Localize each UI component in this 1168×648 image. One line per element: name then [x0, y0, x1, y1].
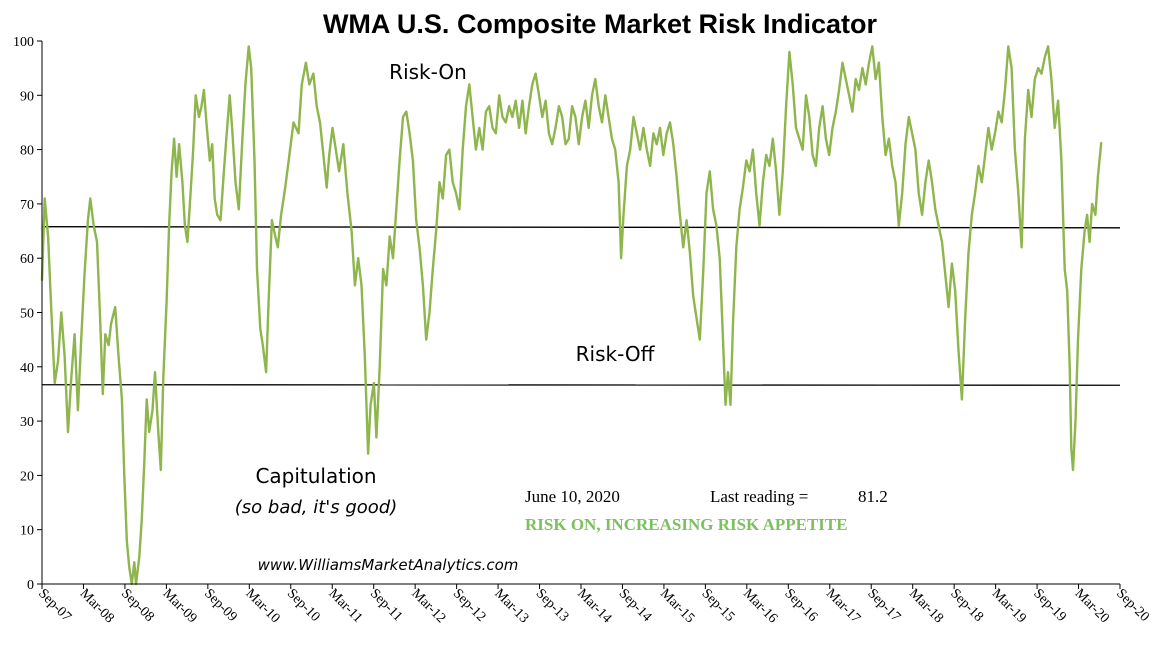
chart-title: WMA U.S. Composite Market Risk Indicator: [323, 9, 878, 39]
series-layer: [40, 45, 1103, 586]
risk-on-label: Risk-On: [389, 60, 467, 84]
y-tick-label: 20: [20, 469, 34, 484]
risk-status: RISK ON, INCREASING RISK APPETITE: [525, 515, 848, 534]
y-tick-label: 80: [20, 144, 34, 159]
y-tick-label: 30: [20, 415, 34, 430]
capitulation-label: Capitulation: [255, 464, 376, 488]
last-reading-value: 81.2: [858, 487, 888, 506]
risk-indicator-series-line: [40, 45, 1103, 586]
threshold-lines: [41, 226, 1121, 386]
y-tick-label: 40: [20, 361, 34, 376]
reading-date: June 10, 2020: [525, 487, 620, 506]
y-tick-label: 60: [20, 252, 34, 267]
risk-on-line: [41, 226, 1121, 229]
capitulation-sublabel: (so bad, it's good): [235, 497, 397, 518]
y-tick-label: 70: [20, 198, 34, 213]
risk-off-label: Risk-Off: [576, 342, 656, 366]
y-tick-label: 100: [13, 35, 34, 50]
last-reading-label: Last reading =: [710, 487, 808, 506]
y-tick-label: 0: [27, 578, 34, 593]
y-tick-label: 90: [20, 89, 34, 104]
y-tick-label: 50: [20, 307, 34, 322]
website-url: www.WilliamsMarketAnalytics.com: [258, 556, 519, 574]
risk-off-line: [41, 384, 1121, 386]
y-tick-label: 10: [20, 524, 34, 539]
